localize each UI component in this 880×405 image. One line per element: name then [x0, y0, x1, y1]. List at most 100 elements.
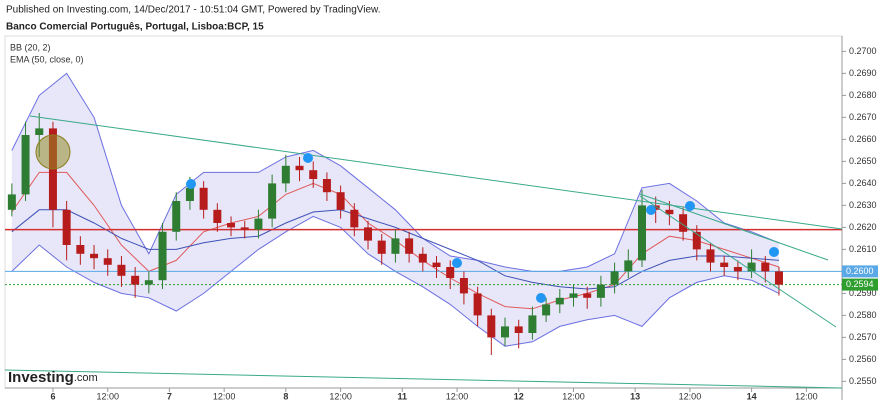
candle-body: [733, 267, 742, 272]
band-upper: [11, 72, 780, 272]
news-icon: [646, 205, 656, 215]
candle-body: [432, 262, 441, 267]
candle-body: [103, 258, 112, 265]
x-tick-label: 12:00: [795, 391, 818, 401]
candle-body: [7, 194, 16, 210]
x-tick-label: 12:00: [329, 391, 352, 401]
candle-body: [117, 264, 126, 276]
candle-body: [281, 165, 290, 184]
candle-body: [542, 304, 551, 316]
candle-body: [268, 183, 277, 219]
candle-body: [596, 284, 605, 298]
candle-body: [35, 128, 44, 135]
candle-body: [254, 218, 263, 230]
candle-body: [720, 262, 729, 267]
candle-body: [624, 260, 633, 272]
candle-body: [774, 271, 783, 285]
candle-body: [172, 201, 181, 232]
candle-body: [21, 135, 30, 195]
candle-body: [227, 223, 236, 228]
news-icons: [186, 153, 779, 303]
x-tick-label: 12:00: [213, 391, 236, 401]
candle-body: [364, 227, 373, 241]
trend-line: [639, 195, 837, 328]
trend-line: [4, 369, 843, 389]
y-tick-label: 0.2690: [849, 68, 877, 78]
price-tag: [842, 265, 878, 278]
news-icon: [685, 201, 695, 211]
candle-body: [665, 209, 674, 215]
y-tick-label: 0.2640: [849, 178, 877, 188]
candle-body: [158, 231, 167, 281]
y-tick-label: 0.2630: [849, 200, 877, 210]
candle-body: [240, 227, 249, 230]
candle-body: [377, 240, 386, 254]
candle-body: [459, 278, 468, 294]
x-tick-label: 11: [398, 391, 408, 401]
candle-body: [405, 238, 414, 254]
candle-body: [213, 209, 222, 223]
candle-body: [350, 209, 359, 228]
x-tick-label: 7: [167, 391, 172, 401]
x-tick-label: 12: [514, 391, 524, 401]
y-tick-label: 0.2620: [849, 222, 877, 232]
price-tag-label: 0.2600: [846, 266, 874, 276]
logo-main: Investing: [8, 369, 74, 386]
candle-body: [418, 253, 427, 263]
candle-body: [706, 249, 715, 263]
candle-body: [446, 267, 455, 278]
x-tick-label: 12:00: [562, 391, 585, 401]
candle-body: [473, 293, 482, 316]
y-tick-label: 0.2670: [849, 112, 877, 122]
candle-body: [501, 326, 510, 338]
y-tick-label: 0.2550: [849, 376, 877, 386]
trend-line: [639, 193, 829, 261]
candle-body: [199, 187, 208, 210]
candle-body: [651, 205, 660, 210]
news-icon: [186, 179, 196, 189]
candle-body: [322, 179, 331, 193]
candle-body: [62, 209, 71, 245]
header: Published on Investing.com, 14/Dec/2017 …: [6, 5, 380, 16]
candle-body: [679, 214, 688, 232]
candle-body: [391, 238, 400, 254]
candle-body: [528, 315, 537, 333]
logo-suffix: .com: [74, 372, 98, 384]
y-tick-label: 0.2590: [849, 288, 877, 298]
candle-body: [569, 293, 578, 298]
y-tick-label: 0.2570: [849, 332, 877, 342]
x-tick-label: 12:00: [446, 391, 469, 401]
y-tick-label: 0.2560: [849, 354, 877, 364]
candle-body: [185, 187, 194, 201]
candle-body: [514, 326, 523, 333]
candle-body: [637, 205, 646, 261]
plot: [5, 72, 842, 355]
indicator-label: EMA (50, close, 0): [10, 54, 84, 64]
candle-body: [747, 262, 756, 272]
x-tick-label: 12:00: [96, 391, 119, 401]
trend-lines: [4, 115, 843, 389]
news-icon: [303, 153, 313, 163]
chart-title: Banco Comercial Português, Portugal, Lis…: [6, 22, 264, 33]
news-icon: [536, 293, 546, 303]
x-tick-label: 13: [630, 391, 640, 401]
candle-body: [583, 293, 592, 298]
y-tick-label: 0.2610: [849, 244, 877, 254]
x-tick-label: 12:00: [679, 391, 702, 401]
trend-line: [29, 115, 843, 230]
news-icon: [452, 258, 462, 268]
y-tick-label: 0.2660: [849, 134, 877, 144]
logo: Investing.com: [8, 369, 98, 386]
candle-body: [692, 231, 701, 250]
candle-body: [555, 297, 564, 305]
x-tick-label: 14: [747, 391, 757, 401]
y-tick-label: 0.2650: [849, 156, 877, 166]
candle-body: [309, 170, 318, 179]
x-tick-label: 6: [50, 391, 55, 401]
news-icon: [769, 247, 779, 257]
y-tick-label: 0.2700: [849, 46, 877, 56]
candle-body: [90, 253, 99, 259]
candle-body: [144, 280, 153, 285]
candle-body: [76, 245, 85, 254]
